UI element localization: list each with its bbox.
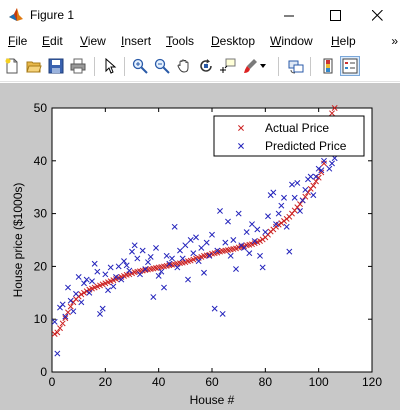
menu-window[interactable]: Window [270, 34, 313, 48]
toolbar-separator [124, 57, 125, 76]
link-plot-button[interactable] [286, 56, 306, 76]
menu-help[interactable]: Help [331, 34, 356, 48]
legend-label-predicted: Predicted Price [265, 139, 347, 153]
figure-toolbar [0, 52, 400, 82]
edit-plot-button[interactable] [100, 56, 120, 76]
matlab-figure-icon [8, 7, 24, 23]
chevron-down-icon [259, 62, 267, 70]
menu-edit[interactable]: Edit [42, 34, 63, 48]
x-tick-label: 120 [362, 375, 382, 389]
maximize-button[interactable] [312, 0, 358, 30]
save-button[interactable] [46, 56, 66, 76]
toolbar-separator [94, 57, 95, 76]
x-tick-label: 20 [99, 375, 113, 389]
menu-file[interactable]: File [8, 34, 27, 48]
legend-box[interactable]: Actual Price Predicted Price [214, 116, 364, 156]
open-file-button[interactable] [24, 56, 44, 76]
pan-button[interactable] [174, 56, 194, 76]
menu-view[interactable]: View [80, 34, 106, 48]
link-plot-icon [288, 58, 304, 74]
zoom-out-button[interactable] [152, 56, 172, 76]
figure-canvas: 0 20 40 60 80 100 120 0 10 20 30 40 50 House # Hous… [0, 83, 400, 410]
minimize-icon [284, 10, 295, 21]
minimize-button[interactable] [266, 0, 312, 30]
x-tick-label: 0 [49, 375, 56, 389]
brush-icon [242, 58, 258, 74]
legend-label-actual: Actual Price [265, 121, 329, 135]
save-icon [48, 58, 64, 74]
close-button[interactable] [354, 0, 400, 30]
pan-hand-icon [176, 58, 192, 74]
new-figure-button[interactable] [2, 56, 22, 76]
y-tick-label: 10 [34, 312, 48, 326]
edit-plot-arrow-icon [102, 58, 118, 74]
toolbar-separator [278, 57, 279, 76]
zoom-out-icon [154, 58, 170, 74]
menu-desktop[interactable]: Desktop [211, 34, 255, 48]
new-figure-icon [4, 58, 20, 74]
rotate-3d-icon [198, 58, 214, 74]
maximize-icon [330, 10, 341, 21]
menu-bar: File Edit View Insert Tools Desktop Wind… [0, 30, 400, 52]
x-tick-label: 80 [259, 375, 273, 389]
x-tick-label: 100 [309, 375, 329, 389]
data-cursor-icon [220, 58, 236, 74]
open-file-icon [26, 58, 42, 74]
x-axis-label: House # [190, 393, 235, 407]
y-tick-label: 0 [40, 365, 47, 379]
zoom-in-icon [132, 58, 148, 74]
data-cursor-button[interactable] [218, 56, 238, 76]
colorbar-icon [320, 58, 336, 74]
scatter-plot[interactable]: 0 20 40 60 80 100 120 0 10 20 30 40 50 House # Hous… [0, 83, 400, 410]
x-tick-label: 40 [152, 375, 166, 389]
y-tick-label: 40 [34, 154, 48, 168]
x-tick-label: 60 [205, 375, 219, 389]
colorbar-button[interactable] [318, 56, 338, 76]
menu-overflow-chevron[interactable]: » [391, 34, 398, 48]
rotate-3d-button[interactable] [196, 56, 216, 76]
y-tick-label: 30 [34, 207, 48, 221]
y-tick-label: 20 [34, 259, 48, 273]
legend-button[interactable] [340, 56, 360, 76]
y-tick-label: 50 [34, 101, 48, 115]
menu-tools[interactable]: Tools [166, 34, 194, 48]
y-axis-label: House price ($1000s) [11, 183, 25, 298]
legend-icon [342, 58, 358, 74]
print-button[interactable] [68, 56, 88, 76]
print-icon [70, 58, 86, 74]
brush-button[interactable] [240, 56, 260, 76]
zoom-in-button[interactable] [130, 56, 150, 76]
title-bar[interactable]: Figure 1 [0, 0, 400, 30]
window-title: Figure 1 [30, 8, 74, 22]
close-icon [372, 10, 383, 21]
toolbar-separator [310, 57, 311, 76]
brush-dropdown[interactable] [258, 56, 268, 76]
menu-insert[interactable]: Insert [121, 34, 151, 48]
